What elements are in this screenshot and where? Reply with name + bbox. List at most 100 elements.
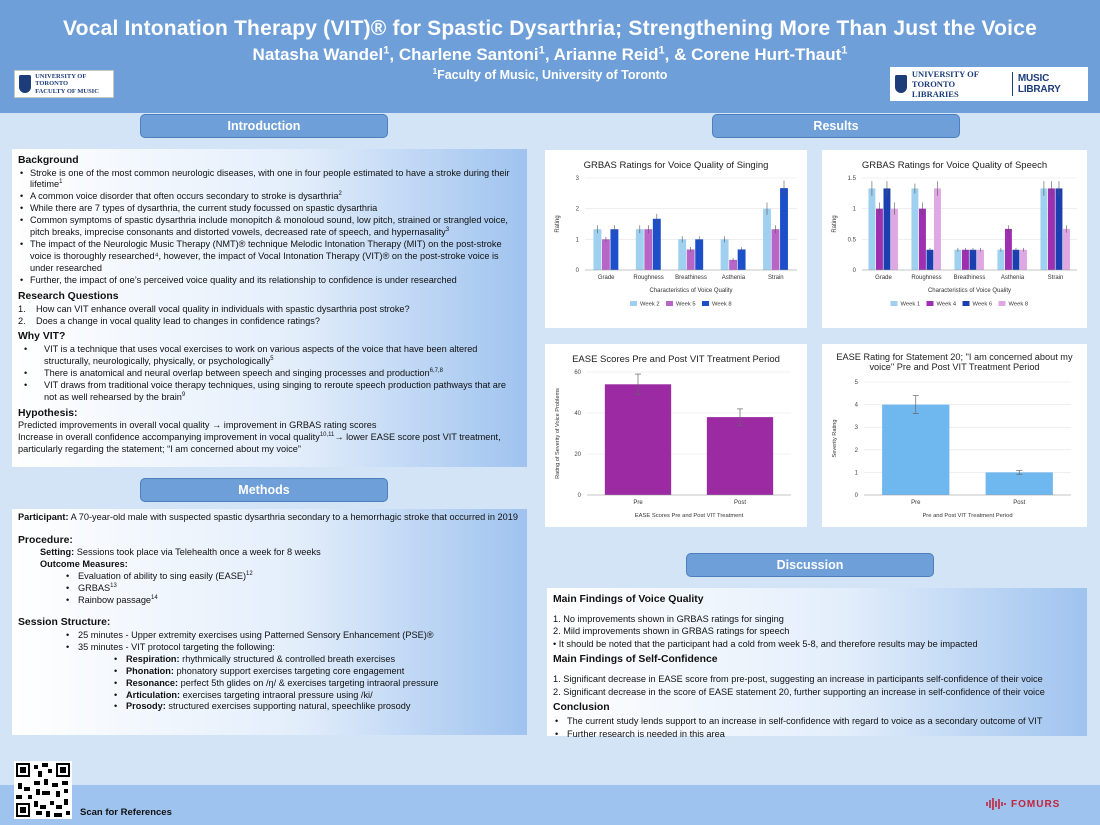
outcome-item: GRBAS13 xyxy=(66,583,521,595)
chart-title: GRBAS Ratings for Voice Quality of Singi… xyxy=(584,160,769,171)
protocol-item: Resonance: perfect 5th glides on /ŋ/ & e… xyxy=(114,678,521,690)
affiliation: 1Faculty of Music, University of Toronto xyxy=(0,67,1100,82)
hypothesis-2-sup: 10,11 xyxy=(319,432,335,439)
voice-findings-heading: Main Findings of Voice Quality xyxy=(553,594,704,605)
chart-bar xyxy=(883,188,891,270)
chart-bar xyxy=(678,239,687,270)
y-tick-label: 0 xyxy=(855,493,859,499)
author-name: Natasha Wandel1 xyxy=(252,44,390,64)
methods-banner: Methods xyxy=(140,478,388,502)
conclusion-item: Further research is needed in this area xyxy=(553,728,1081,741)
protocol-item: Prosody: structured exercises supporting… xyxy=(114,701,521,713)
chart-bar xyxy=(926,249,934,270)
chart-bar xyxy=(1012,249,1020,270)
y-axis-label: Rating xyxy=(832,215,838,232)
outcome-list: Evaluation of ability to sing easily (EA… xyxy=(18,571,521,607)
voice-finding: 2. Mild improvements shown in GRBAS rati… xyxy=(553,626,790,637)
author-name: Arianne Reid1 xyxy=(553,44,665,64)
x-tick-label: Breathiness xyxy=(675,275,707,281)
chart-bar xyxy=(1063,228,1070,270)
chart-title: EASE Scores Pre and Post VIT Treatment P… xyxy=(572,354,780,365)
why-vit-heading: Why VIT? xyxy=(18,331,66,343)
legend-label: Week 5 xyxy=(676,302,696,308)
waveform-icon xyxy=(986,798,1006,810)
author-name: Corene Hurt-Thaut1 xyxy=(691,44,848,64)
participant-line: Participant: A 70-year-old male with sus… xyxy=(18,512,521,524)
session-structure-heading: Session Structure: xyxy=(18,617,111,629)
participant-label: Participant: xyxy=(18,512,69,522)
question-number: 2. xyxy=(18,315,26,326)
legend-swatch xyxy=(998,301,1006,306)
legend-label: Week 2 xyxy=(640,302,660,308)
chart-bar xyxy=(771,229,780,270)
setting-text: Sessions took place via Telehealth once … xyxy=(76,547,321,558)
x-tick-label: Post xyxy=(734,500,746,506)
y-tick-label: 4 xyxy=(855,403,859,409)
background-item: Further, the impact of one’s perceived v… xyxy=(18,275,521,287)
x-tick-label: Strain xyxy=(768,275,784,281)
confidence-finding: 1. Significant decrease in EASE score fr… xyxy=(553,674,1043,685)
chart-grbas-singing: GRBAS Ratings for Voice Quality of Singi… xyxy=(545,150,807,328)
x-tick-label: Breathiness xyxy=(954,275,986,281)
chart-bar xyxy=(635,229,644,270)
x-tick-label: Asthenia xyxy=(722,275,746,281)
legend-label: Week 8 xyxy=(1009,302,1029,308)
y-tick-label: 5 xyxy=(855,380,859,386)
protocol-label: Prosody: xyxy=(126,701,166,712)
chart-bar xyxy=(610,229,619,270)
y-tick-label: 1 xyxy=(855,470,859,476)
y-tick-label: 0 xyxy=(578,493,582,499)
legend-swatch xyxy=(630,301,637,306)
logo-left-line2: FACULTY OF MUSIC xyxy=(35,87,99,95)
why-vit-list: VIT is a technique that uses vocal exerc… xyxy=(18,344,521,404)
x-tick-label: Post xyxy=(1013,500,1025,506)
participant-text: A 70-year-old male with suspected spasti… xyxy=(70,512,518,522)
background-list: Stroke is one of the most common neurolo… xyxy=(18,168,521,288)
introduction-panel: Background Stroke is one of the most com… xyxy=(12,149,527,467)
structure-item: 25 minutes - Upper extremity exercises u… xyxy=(66,630,521,642)
y-tick-label: 60 xyxy=(574,370,581,376)
x-tick-label: Pre xyxy=(633,500,643,506)
voice-finding: 1. No improvements shown in GRBAS rating… xyxy=(553,614,784,625)
discussion-panel: Main Findings of Voice Quality 1. No imp… xyxy=(547,588,1087,741)
chart-bar xyxy=(644,229,653,270)
chart-bar xyxy=(1020,249,1027,270)
hypothesis-1: Predicted improvements in overall vocal … xyxy=(18,420,377,431)
legend-swatch xyxy=(926,301,934,306)
y-tick-label: 20 xyxy=(574,452,581,458)
y-axis-label: Severity Rating xyxy=(832,420,838,458)
author-name: Charlene Santoni1 xyxy=(398,44,545,64)
voice-finding: • It should be noted that the participan… xyxy=(553,638,978,649)
y-axis-label: Rating of Severity of Voice Problems xyxy=(555,388,561,479)
poster-footer xyxy=(0,785,1100,825)
fomurs-label: FOMURS xyxy=(1011,798,1061,810)
chart-ease-scores: EASE Scores Pre and Post VIT Treatment P… xyxy=(545,344,807,527)
chart-bar xyxy=(695,239,704,270)
qr-code-icon[interactable] xyxy=(14,761,72,819)
logo-left-line1: UNIVERSITY OF TORONTO xyxy=(35,72,87,88)
legend-label: Week 4 xyxy=(937,302,957,308)
setting-line: Setting: Sessions took place via Telehea… xyxy=(18,547,521,559)
chart-bar xyxy=(1047,188,1055,270)
x-tick-label: Grade xyxy=(875,275,892,281)
legend-swatch xyxy=(702,301,709,306)
x-tick-label: Roughness xyxy=(633,275,663,281)
x-tick-label: Roughness xyxy=(911,275,941,281)
x-axis-label: Characteristics of Voice Quality xyxy=(649,288,732,294)
why-vit-item: VIT is a technique that uses vocal exerc… xyxy=(18,344,521,368)
research-questions-list: 1. How can VIT enhance overall vocal qual… xyxy=(18,304,521,328)
poster-header: Vocal Intonation Therapy (VIT)® for Spas… xyxy=(0,0,1100,113)
protocol-label: Respiration: xyxy=(126,653,180,664)
affiliation-text: Faculty of Music, University of Toronto xyxy=(437,68,668,82)
protocol-item: Articulation: exercises targeting intrao… xyxy=(114,690,521,702)
x-axis-label: EASE Scores Pre and Post VIT Treatment xyxy=(635,513,744,519)
chart-bar xyxy=(868,188,876,270)
procedure-heading: Procedure: xyxy=(18,534,73,546)
author-list: Natasha Wandel1, Charlene Santoni1, Aria… xyxy=(252,44,848,64)
y-tick-label: 40 xyxy=(574,411,581,417)
research-question: 2. Does a change in vocal quality lead to… xyxy=(18,315,320,326)
confidence-finding: 2. Significant decrease in the score of … xyxy=(553,686,1045,697)
chart-bar xyxy=(1004,228,1012,270)
conclusion-item: The current study lends support to an in… xyxy=(553,715,1081,728)
chart-bar xyxy=(593,229,602,270)
